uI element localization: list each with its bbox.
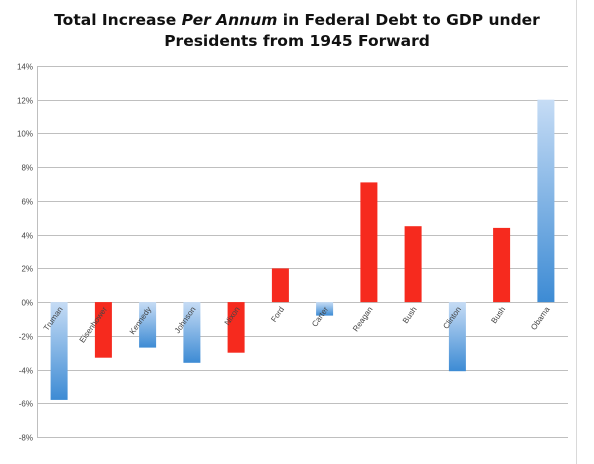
bar xyxy=(271,268,289,303)
bar xyxy=(227,302,245,353)
bar xyxy=(50,302,68,400)
y-tick-label: 6% xyxy=(21,198,33,207)
x-tick-label: Bush xyxy=(401,305,419,325)
bar xyxy=(404,226,422,303)
y-tick-label: 12% xyxy=(17,97,33,106)
bar xyxy=(94,302,112,358)
bar xyxy=(448,302,466,372)
bar xyxy=(493,227,511,303)
frame-right-edge xyxy=(576,0,577,464)
x-tick-label: Obama xyxy=(529,305,552,332)
y-tick-label: 14% xyxy=(17,63,33,72)
y-tick-label: 0% xyxy=(21,299,33,308)
bar xyxy=(183,302,201,363)
y-tick-label: -6% xyxy=(19,400,33,409)
x-tick-label: Ford xyxy=(269,305,286,324)
y-tick-label: 8% xyxy=(21,164,33,173)
y-tick-label: 2% xyxy=(21,265,33,274)
chart-title-line-1: Total Increase Per Annum in Federal Debt… xyxy=(0,10,594,31)
chart-title-suffix: in Federal Debt to GDP under xyxy=(277,11,540,29)
y-tick-label: -8% xyxy=(19,434,33,443)
bar xyxy=(360,182,378,303)
x-tick-label: Bush xyxy=(489,305,507,325)
chart-title-line-2: Presidents from 1945 Forward xyxy=(164,32,430,50)
y-tick-label: 10% xyxy=(17,130,33,139)
y-tick-label: -2% xyxy=(19,333,33,342)
bar xyxy=(537,99,555,303)
bar xyxy=(316,302,334,316)
bar xyxy=(139,302,157,348)
y-tick-label: 4% xyxy=(21,232,33,241)
x-tick-label: Reagan xyxy=(351,305,374,333)
chart-title-prefix: Total Increase xyxy=(54,11,182,29)
y-tick-label: -4% xyxy=(19,367,33,376)
chart-title: Total Increase Per Annum in Federal Debt… xyxy=(0,10,594,52)
chart-title-italic: Per Annum xyxy=(181,11,278,29)
x-tick-label: Carter xyxy=(310,305,330,329)
